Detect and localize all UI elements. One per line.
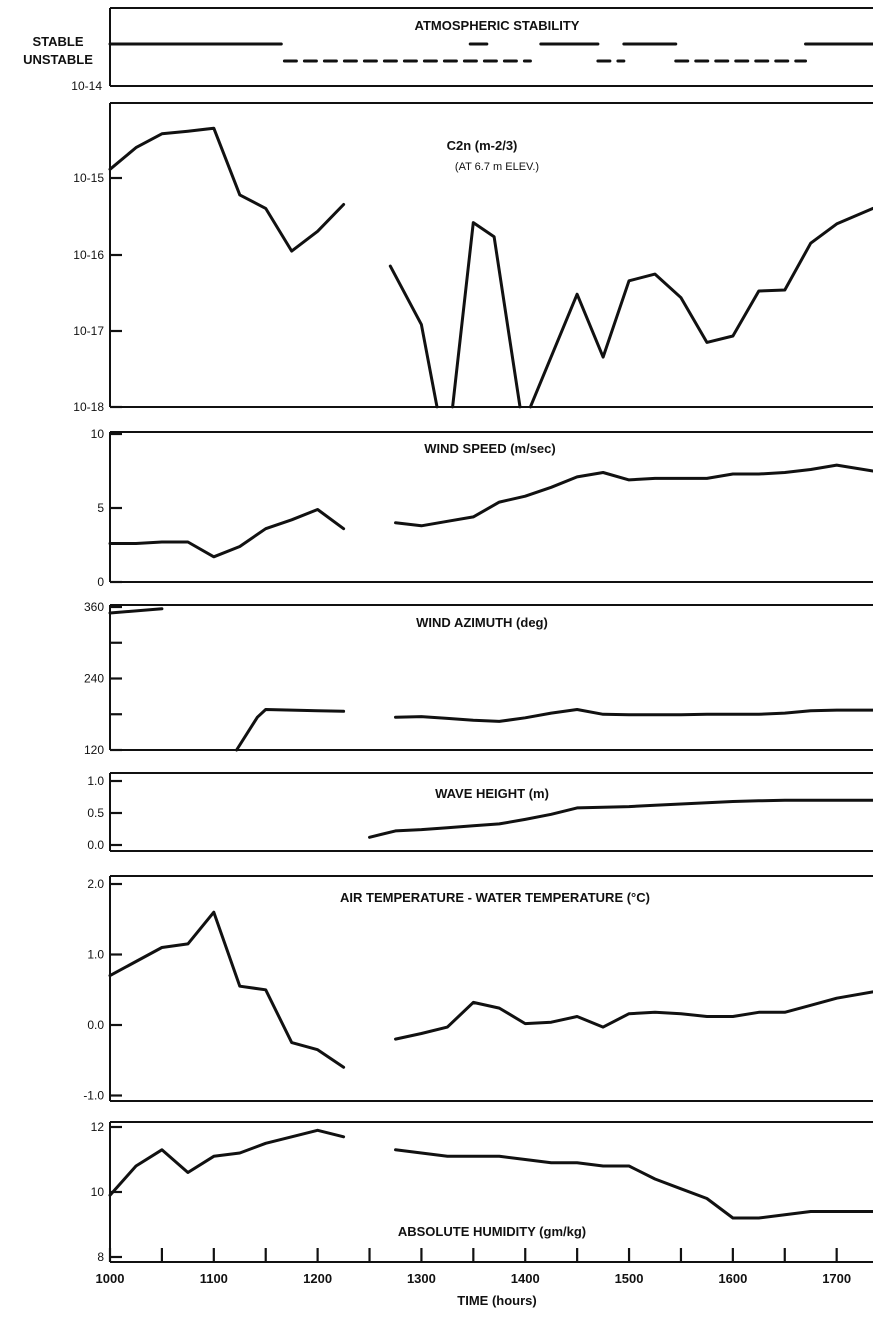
panel-3-series-1 [237,710,344,751]
x-tick-label-1200: 1200 [303,1271,332,1286]
panel-2-title: WIND SPEED (m/sec) [424,441,555,456]
panel-5-ytick-label-0: -1.0 [83,1089,104,1103]
x-tick-label-1600: 1600 [718,1271,747,1286]
panel-6-ytick-label-1: 10 [91,1185,105,1199]
panel-5-title: AIR TEMPERATURE - WATER TEMPERATURE (°C) [340,890,650,905]
panel-1-series-3 [530,208,873,407]
panel-6-ytick-label-0: 8 [97,1250,104,1264]
x-tick-label-1300: 1300 [407,1271,436,1286]
panel-3-series-2 [396,710,873,722]
panel-3-series-0 [110,609,162,613]
panel-3-ytick-label-0: 120 [84,743,104,757]
x-axis-label: TIME (hours) [457,1293,536,1308]
stable-label: STABLE [32,34,83,49]
panel-5-series-1 [396,992,873,1039]
panel-3-ytick-label-2: 360 [84,600,104,614]
panel-4-series-0 [370,800,873,837]
panel-4-title: WAVE HEIGHT (m) [435,786,549,801]
panel-4-ytick-label-0: 0.0 [87,838,104,852]
panel-6-ytick-label-2: 12 [91,1120,105,1134]
panel-1-top-label: 10-14 [71,79,102,93]
panel-1-title: C2n (m-2/3) [447,138,518,153]
x-tick-label-1500: 1500 [615,1271,644,1286]
panel-1-ytick-label-0: 10-15 [73,171,104,185]
panel-2-ytick-label-0: 0 [97,575,104,589]
panel-5-ytick-label-1: 0.0 [87,1018,104,1032]
x-tick-label-1700: 1700 [822,1271,851,1286]
panel-4-ytick-label-1: 0.5 [87,806,104,820]
panel-5-ytick-label-3: 2.0 [87,877,104,891]
panel-4-ytick-label-2: 1.0 [87,774,104,788]
panel-0-title: ATMOSPHERIC STABILITY [415,18,580,33]
panel-5-series-0 [110,912,344,1067]
panel-2-series-1 [396,465,873,526]
panel-1-ytick-label-1: 10-16 [73,248,104,262]
panel-2-ytick-label-1: 5 [97,501,104,515]
panel-6-series-0 [110,1130,344,1195]
panel-6-title: ABSOLUTE HUMIDITY (gm/kg) [398,1224,586,1239]
panel-1-series-0 [110,128,344,251]
panel-2-series-0 [110,510,344,557]
panel-1-subtitle: (AT 6.7 m ELEV.) [455,161,539,173]
x-tick-label-1400: 1400 [511,1271,540,1286]
panel-1-ytick-label-2: 10-17 [73,324,104,338]
panel-2-ytick-label-2: 10 [91,427,105,441]
panel-1-series-1 [390,266,437,407]
panel-1-series-2 [453,223,520,407]
panel-1-ytick-label-3: 10-18 [73,400,104,414]
panel-6-series-1 [396,1150,873,1218]
unstable-label: UNSTABLE [23,52,93,67]
x-tick-label-1100: 1100 [200,1271,228,1286]
panel-3-ytick-label-1: 240 [84,672,104,686]
panel-5-ytick-label-2: 1.0 [87,948,104,962]
x-tick-label-1000: 1000 [96,1271,125,1286]
panel-3-title: WIND AZIMUTH (deg) [416,615,548,630]
